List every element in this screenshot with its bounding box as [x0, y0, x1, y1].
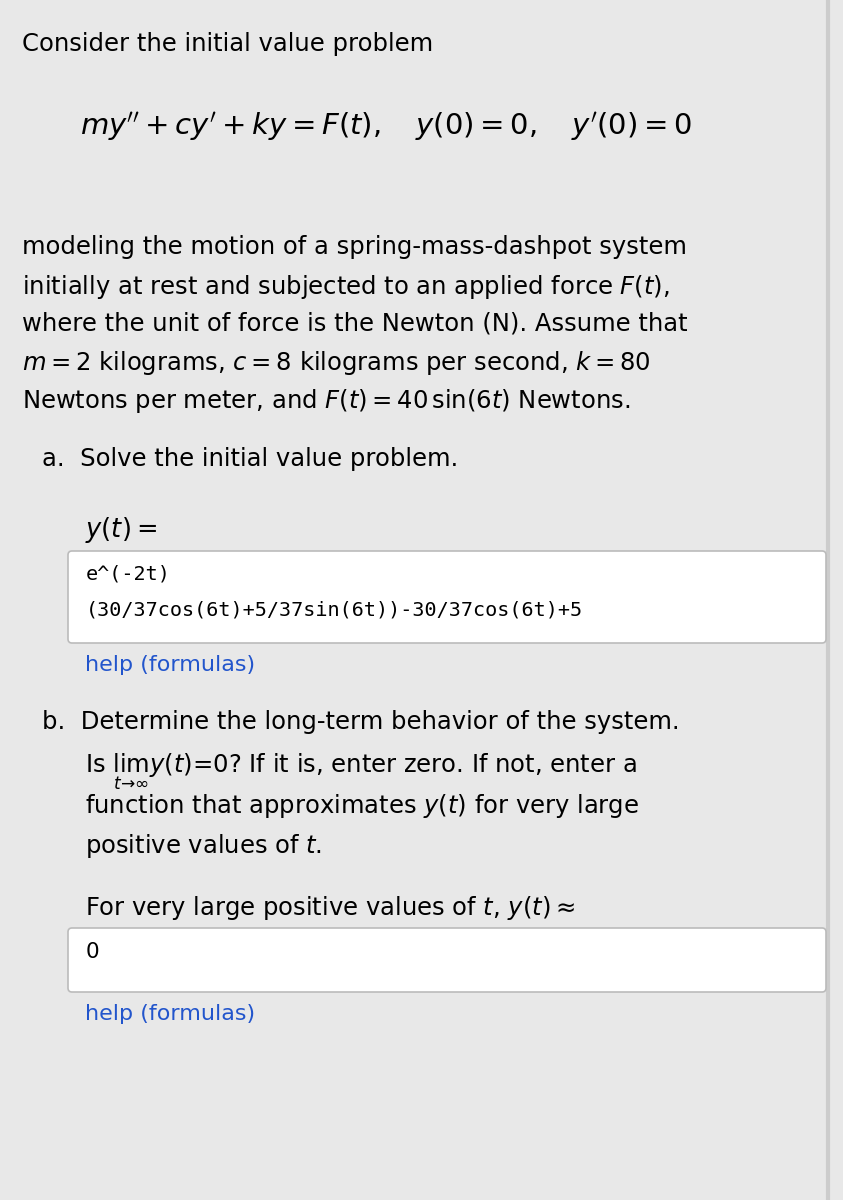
FancyBboxPatch shape — [68, 928, 826, 992]
Text: where the unit of force is the Newton (N). Assume that: where the unit of force is the Newton (N… — [22, 311, 688, 335]
Text: initially at rest and subjected to an applied force $F(t)$,: initially at rest and subjected to an ap… — [22, 272, 669, 301]
Text: $my'' + cy' + ky = F(t), \quad y(0) = 0, \quad y'(0) = 0$: $my'' + cy' + ky = F(t), \quad y(0) = 0,… — [80, 110, 692, 143]
Text: $y(t) =$: $y(t) =$ — [85, 515, 157, 545]
Text: Consider the initial value problem: Consider the initial value problem — [22, 32, 433, 56]
Text: help (formulas): help (formulas) — [85, 1004, 255, 1024]
Text: 0: 0 — [86, 942, 99, 962]
Text: $m = 2$ kilograms, $c = 8$ kilograms per second, $k = 80$: $m = 2$ kilograms, $c = 8$ kilograms per… — [22, 349, 651, 377]
Text: Newtons per meter, and $F(t) = 40\,\mathrm{sin}(6t)$ Newtons.: Newtons per meter, and $F(t) = 40\,\math… — [22, 386, 631, 415]
Text: function that approximates $y(t)$ for very large: function that approximates $y(t)$ for ve… — [85, 792, 639, 820]
Text: a.  Solve the initial value problem.: a. Solve the initial value problem. — [42, 446, 459, 470]
Text: positive values of $t$.: positive values of $t$. — [85, 832, 322, 860]
Text: modeling the motion of a spring-mass-dashpot system: modeling the motion of a spring-mass-das… — [22, 235, 687, 259]
FancyBboxPatch shape — [68, 551, 826, 643]
Text: help (formulas): help (formulas) — [85, 655, 255, 674]
Text: Is $\lim_{t\to\infty} y(t) = 0$? If it is, enter zero. If not, enter a: Is $\lim_{t\to\infty} y(t) = 0$? If it i… — [85, 752, 636, 792]
Text: e^(-2t): e^(-2t) — [86, 565, 171, 584]
Text: For very large positive values of $t$, $y(t) \approx$: For very large positive values of $t$, $… — [85, 894, 575, 922]
Text: (30/37cos(6t)+5/37sin(6t))-30/37cos(6t)+5: (30/37cos(6t)+5/37sin(6t))-30/37cos(6t)+… — [86, 601, 583, 620]
Text: b.  Determine the long-term behavior of the system.: b. Determine the long-term behavior of t… — [42, 710, 679, 734]
